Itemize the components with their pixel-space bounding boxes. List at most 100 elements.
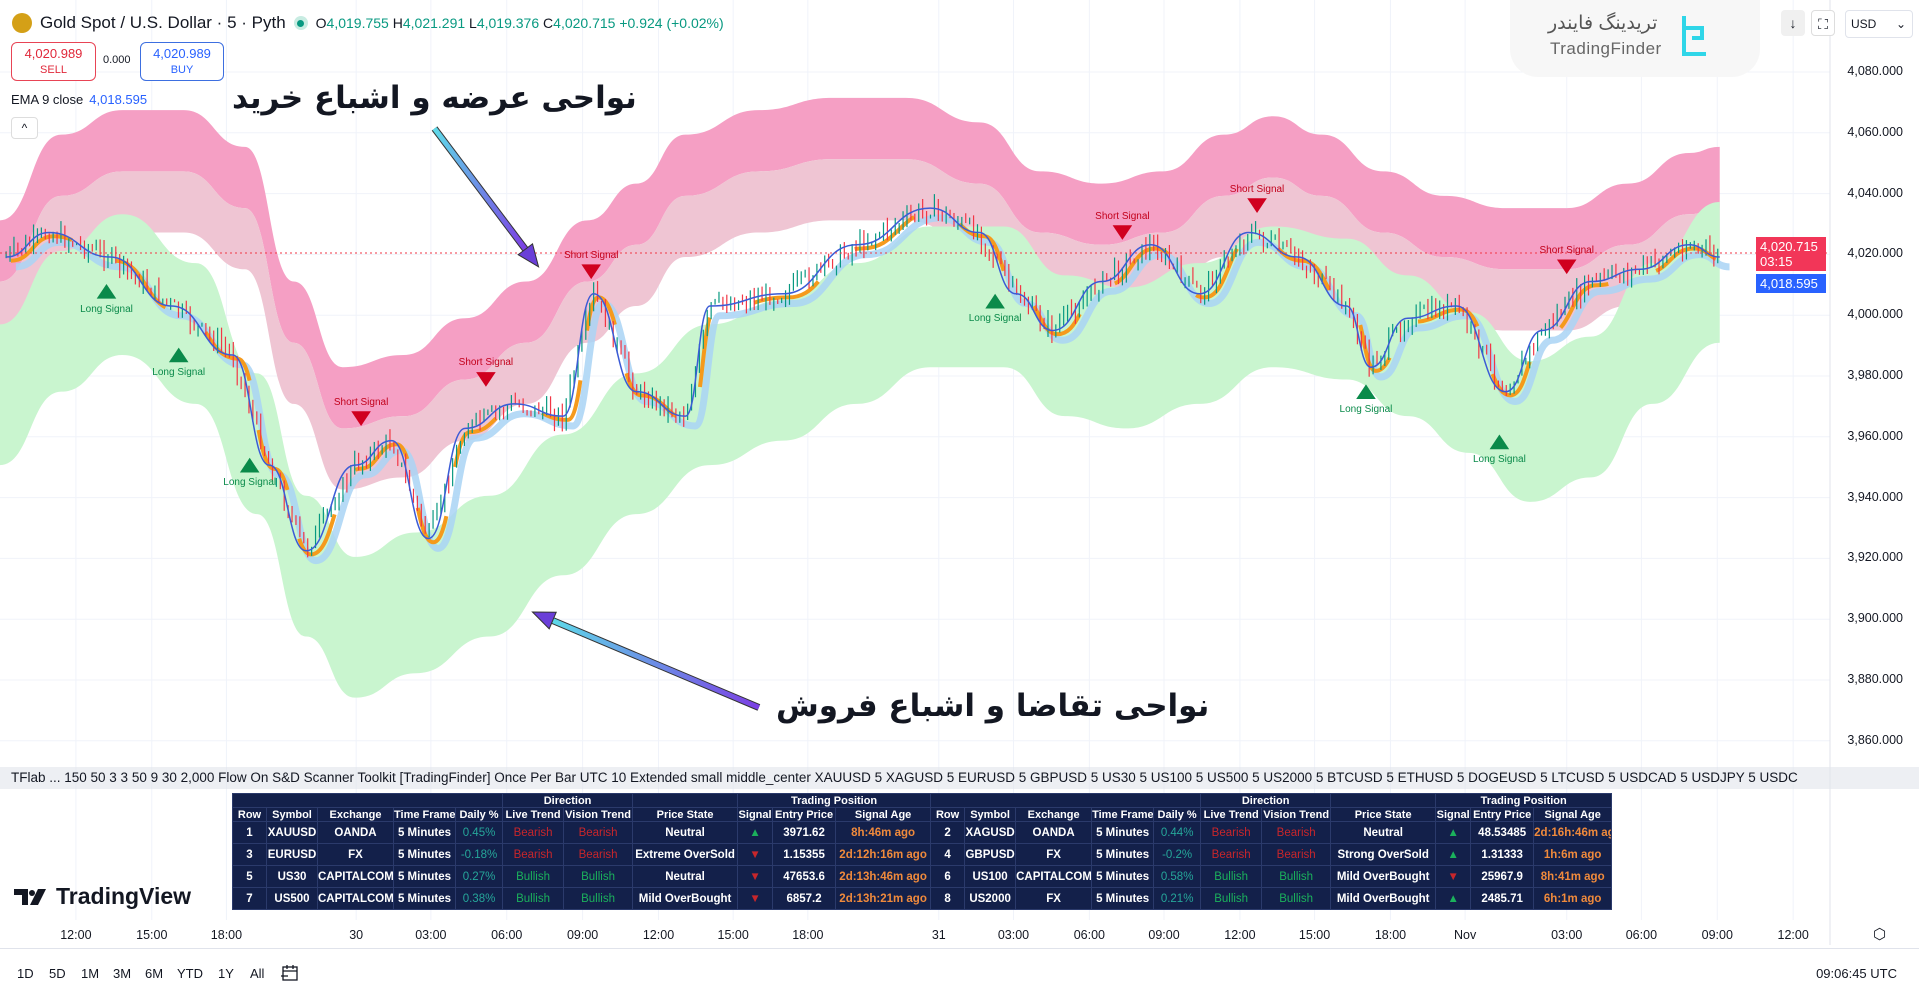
symbol-title[interactable]: Gold Spot / U.S. Dollar · 5 · Pyth [40,13,286,32]
sell-button[interactable]: 4,020.989 SELL [11,42,96,81]
table-cell: US500 [266,887,318,910]
table-cell: 3971.62 [772,821,837,844]
ema-price-label: 4,018.595 [1756,274,1826,293]
short-signal-marker [1112,225,1133,240]
table-row: 5 US30 CAPITALCOM 5 Minutes 0.27% Bullish Bull… [232,865,1613,888]
column-header: Symbol [266,807,318,822]
long-signal-marker [985,293,1005,309]
buy-button[interactable]: 4,020.989 BUY [140,42,224,81]
table-cell: Neutral [1330,821,1437,844]
column-header: Entry Price [1470,807,1535,822]
scroll-down-button[interactable]: ↓ [1781,10,1805,36]
time-tick: 09:00 [1701,928,1733,942]
table-cell: CAPITALCOM [317,887,394,910]
time-tick: 06:00 [1625,928,1658,942]
long-signal-marker [168,347,189,363]
table-cell: 1.15355 [772,843,837,866]
table-cell: 3 [232,843,267,866]
long-signal-label: Long Signal [1339,403,1393,415]
price-tick: 3,960.000 [1847,428,1903,443]
time-tick: 30 [349,928,364,942]
fullscreen-button[interactable]: ⛶ [1811,10,1835,36]
gold-symbol-icon [12,13,32,33]
range-1y[interactable]: 1Y [218,966,234,981]
table-cell: CAPITALCOM [1015,865,1093,888]
time-tick: 12:00 [1224,928,1256,942]
table-cell: US100 [964,865,1017,888]
table-cell: 5 Minutes [1091,865,1155,888]
time-tick: 18:00 [1374,928,1407,942]
price-tick: 4,000.000 [1847,307,1903,322]
table-cell: 0.44% [1153,821,1202,844]
long-signal-marker [239,457,260,473]
collapse-legend-button[interactable]: ^ [11,117,38,139]
range-ytd[interactable]: YTD [177,966,203,981]
price-tick: 3,880.000 [1847,672,1903,686]
table-cell: Neutral [632,821,739,844]
symbol-header: Gold Spot / U.S. Dollar · 5 · Pyth O4,01… [12,13,724,33]
table-cell: 2d:13h:21m ago [835,887,932,910]
range-1m[interactable]: 1M [81,966,100,981]
range-1d[interactable]: 1D [17,966,34,981]
table-cell: 5 Minutes [393,865,456,888]
range-5d[interactable]: 5D [49,966,66,981]
table-cell: 5 Minutes [393,821,456,844]
short-signal-label: Short Signal [458,357,514,369]
time-tick: 15:00 [1298,928,1331,942]
table-cell: FX [1015,887,1093,910]
table-cell: Bearish [1200,821,1263,844]
table-row: 3 EURUSD FX 5 Minutes -0.18% Bearish Bearish Ex… [232,843,1613,866]
column-header: Daily % [454,807,504,822]
market-open-icon [293,16,308,30]
column-header: Live Trend [1200,807,1263,822]
tradingview-logo[interactable]: TradingView [14,883,191,910]
table-cell: 48.53485 [1470,821,1535,844]
table-cell: Bearish [502,821,565,844]
table-cell: Bearish [502,843,565,866]
column-header: Price State [1330,807,1437,822]
long-signal-label: Long Signal [152,367,206,379]
table-cell: Bullish [1261,865,1332,888]
price-tick: 3,860.000 [1847,732,1903,747]
range-6m[interactable]: 6M [145,966,164,981]
long-signal-marker [96,283,117,299]
price-tick: 4,080.000 [1847,64,1903,78]
table-cell: 5 [232,865,267,888]
indicator-params-overlay [0,767,1919,789]
clock-utc[interactable]: 09:06:45 UTC [1816,966,1897,981]
column-header: Time Frame [1091,807,1155,822]
short-signal-marker [581,264,601,280]
table-cell: ▲ [1435,887,1472,910]
table-cell: 5 Minutes [393,843,456,866]
short-signal-label: Short Signal [1095,210,1150,222]
table-cell: Neutral [632,865,739,888]
table-cell: 6h:1m ago [1533,887,1613,910]
table-cell: ▼ [737,865,774,888]
range-all[interactable]: All [250,966,265,981]
group-trading-position: Trading Position [737,793,932,808]
table-cell: Mild OverBought [1330,865,1437,888]
long-signal-marker [1356,384,1376,400]
demand-zone-annotation: نواحی تقاضا و اشباع فروش [776,688,1210,724]
spread-value: 0.000 [103,54,131,66]
table-cell: OANDA [317,821,394,844]
divider [0,948,1919,949]
indicator-params[interactable]: TFlab ... 150 50 3 3 50 9 30 2,000 Flow … [11,770,1798,785]
table-cell: 5 Minutes [1091,887,1155,910]
last-price-label: 4,020.715 03:15 [1756,237,1826,271]
range-3m[interactable]: 3M [113,966,132,981]
time-tick: 03:00 [1551,928,1583,942]
table-cell: Bullish [1261,887,1332,910]
table-cell: 0.27% [454,865,504,888]
time-tick: Nov [1454,928,1477,942]
chart-settings-icon[interactable]: ⬡ [1873,926,1887,943]
currency-select[interactable]: USD ⌄ [1845,10,1913,38]
tradingview-logo-icon [14,888,46,905]
long-signal-label: Long Signal [80,303,133,315]
ema-legend[interactable]: EMA 9 close 4,018.595 [11,92,148,107]
short-signal-label: Short Signal [333,396,389,408]
go-to-date-icon[interactable] [280,963,300,983]
column-header: Exchange [1015,807,1093,822]
table-cell: US2000 [964,887,1017,910]
